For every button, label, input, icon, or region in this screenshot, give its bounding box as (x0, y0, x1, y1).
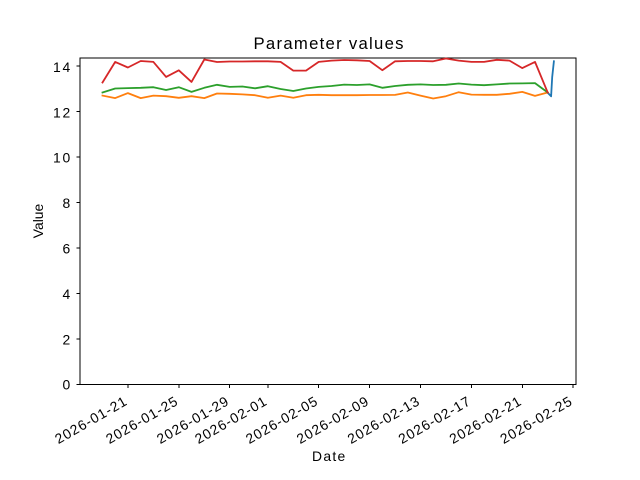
svg-text:Value: Value (30, 203, 46, 238)
svg-text:2: 2 (62, 331, 70, 347)
svg-text:Date: Date (312, 448, 345, 464)
svg-text:0: 0 (62, 377, 70, 393)
svg-text:12: 12 (53, 104, 70, 120)
svg-text:8: 8 (62, 195, 70, 211)
svg-text:6: 6 (62, 241, 70, 257)
svg-text:10: 10 (53, 150, 70, 166)
svg-text:Parameter values: Parameter values (254, 34, 404, 53)
svg-text:14: 14 (53, 59, 70, 75)
svg-text:4: 4 (62, 286, 70, 302)
